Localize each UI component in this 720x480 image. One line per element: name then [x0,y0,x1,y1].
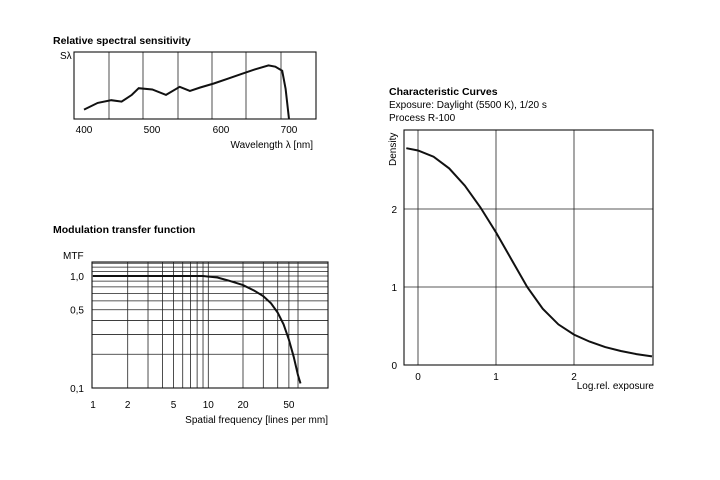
spectral-xlabel: Wavelength λ [nm] [231,140,314,151]
characteristic-subtitle-line-1: Exposure: Daylight (5500 K), 1/20 s [389,100,547,111]
char-y-tick-1: 1 [391,283,397,294]
mtf-x-tick-1: 1 [90,400,96,411]
mtf-curve [93,275,302,384]
mtf-x-tick-20: 20 [237,400,249,411]
mtf-y-tick-0-1: 0,1 [70,384,84,395]
characteristic-curves-chart: Characteristic Curves Exposure: Daylight… [388,86,654,392]
mtf-plot-frame [91,261,329,389]
char-x-tick-1: 1 [493,372,499,383]
mtf-y-tick-1-0: 1,0 [70,272,84,283]
spectral-sensitivity-curve [83,64,290,120]
mtf-x-tick-2: 2 [125,400,131,411]
mtf-y-tick-0-5: 0,5 [70,306,84,317]
spectral-title: Relative spectral sensitivity [53,35,191,47]
characteristic-xlabel: Log.rel. exposure [577,381,655,392]
char-x-tick-0: 0 [415,372,421,383]
spectral-x-tick-500: 500 [144,125,161,136]
spectral-sensitivity-chart: Relative spectral sensitivity Sλ 400 500 6… [53,35,317,151]
spectral-ylabel: Sλ [60,51,72,62]
mtf-chart: Modulation transfer function MTF 1 2 5 10 20… [53,224,329,426]
characteristic-plot-frame [403,129,654,366]
char-x-tick-2: 2 [571,372,577,383]
spectral-plot-frame [73,51,317,120]
char-y-tick-2: 2 [391,205,397,216]
char-y-tick-0: 0 [391,361,397,372]
mtf-x-tick-10: 10 [203,400,215,411]
mtf-x-tick-5: 5 [171,400,177,411]
characteristic-subtitle-line-2: Process R-100 [389,113,456,124]
mtf-ylabel: MTF [63,251,84,262]
characteristic-ylabel: Density [388,133,399,166]
characteristic-curve [406,147,653,358]
spectral-x-tick-600: 600 [213,125,230,136]
mtf-x-tick-50: 50 [283,400,295,411]
spectral-x-tick-400: 400 [76,125,93,136]
mtf-title: Modulation transfer function [53,224,195,236]
spectral-x-tick-700: 700 [281,125,298,136]
mtf-xlabel: Spatial frequency [lines per mm] [185,415,328,426]
characteristic-title: Characteristic Curves [389,86,498,98]
